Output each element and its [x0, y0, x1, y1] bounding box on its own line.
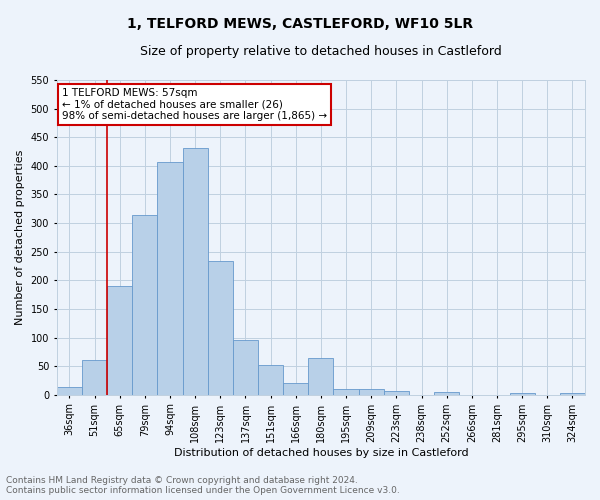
Bar [233, 340, 258, 395]
Bar [509, 392, 535, 395]
Text: 1 TELFORD MEWS: 57sqm
← 1% of detached houses are smaller (26)
98% of semi-detac: 1 TELFORD MEWS: 57sqm ← 1% of detached h… [62, 88, 327, 121]
Bar [308, 358, 334, 395]
Bar [359, 389, 384, 395]
Bar [258, 365, 283, 395]
Bar [283, 384, 308, 395]
Text: 1, TELFORD MEWS, CASTLEFORD, WF10 5LR: 1, TELFORD MEWS, CASTLEFORD, WF10 5LR [127, 18, 473, 32]
Bar [560, 392, 585, 395]
Bar [107, 286, 132, 395]
Bar [334, 389, 359, 395]
Y-axis label: Number of detached properties: Number of detached properties [15, 150, 25, 325]
Bar [57, 388, 82, 395]
Bar [82, 360, 107, 395]
Bar [384, 392, 409, 395]
Bar [132, 214, 157, 395]
Title: Size of property relative to detached houses in Castleford: Size of property relative to detached ho… [140, 45, 502, 58]
Bar [182, 148, 208, 395]
Bar [434, 392, 459, 395]
Bar [208, 261, 233, 395]
X-axis label: Distribution of detached houses by size in Castleford: Distribution of detached houses by size … [173, 448, 468, 458]
Text: Contains HM Land Registry data © Crown copyright and database right 2024.
Contai: Contains HM Land Registry data © Crown c… [6, 476, 400, 495]
Bar [157, 162, 182, 395]
